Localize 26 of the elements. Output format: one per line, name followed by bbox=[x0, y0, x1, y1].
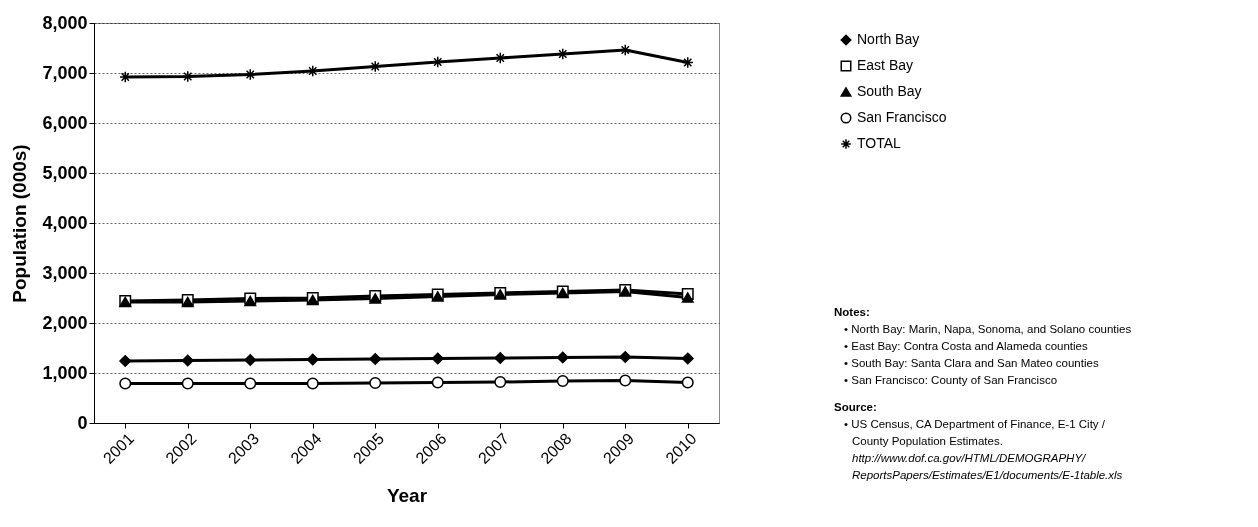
y-tick-label: 4,000 bbox=[42, 212, 88, 233]
y-tick-label: 3,000 bbox=[42, 262, 88, 283]
y-tick-label: 8,000 bbox=[42, 12, 88, 33]
text: • San Francisco: County of San Francisco bbox=[844, 374, 1058, 386]
text: Notes: bbox=[834, 306, 870, 318]
y-tick-label: 0 bbox=[77, 412, 88, 433]
text: ReportsPapers/Estimates/E1/documents/E-1table.xls bbox=[852, 469, 1123, 481]
text: • North Bay: Marin, Napa, Sonoma, and Solano counties bbox=[844, 323, 1132, 335]
text: • US Census, CA Department of Finance, E-1 City / bbox=[844, 418, 1106, 430]
source-note: Source: bbox=[834, 401, 877, 413]
y-tick-label: 1,000 bbox=[42, 362, 88, 383]
legend-label: South Bay bbox=[857, 83, 922, 99]
text: http://www.dof.ca.gov/HTML/DEMOGRAPHY/ bbox=[852, 452, 1088, 464]
legend-label: North Bay bbox=[857, 31, 920, 47]
text: County Population Estimates. bbox=[852, 435, 1003, 447]
text: • South Bay: Santa Clara and San Mateo counties bbox=[844, 357, 1099, 369]
y-tick-label: 7,000 bbox=[42, 62, 88, 83]
legend-label: San Francisco bbox=[857, 109, 947, 125]
x-axis-title: Year bbox=[386, 484, 428, 506]
legend-label: TOTAL bbox=[857, 135, 902, 151]
y-tick-label: 2,000 bbox=[42, 312, 88, 333]
text: • East Bay: Contra Costa and Alameda counties bbox=[844, 340, 1088, 352]
y-tick-label: 6,000 bbox=[42, 112, 88, 133]
legend-label: East Bay bbox=[857, 57, 914, 73]
y-tick-label: 5,000 bbox=[42, 162, 88, 183]
y-axis-title: Population (000s) bbox=[9, 144, 31, 303]
